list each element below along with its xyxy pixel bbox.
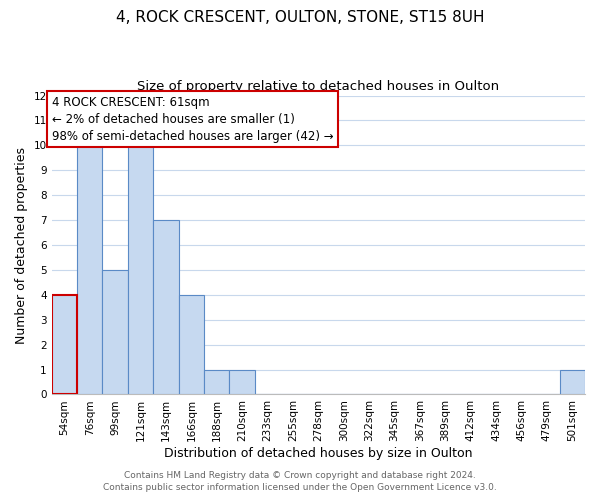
Y-axis label: Number of detached properties: Number of detached properties [15, 146, 28, 344]
Bar [52, 295, 77, 394]
Title: Size of property relative to detached houses in Oulton: Size of property relative to detached ho… [137, 80, 499, 93]
Bar [52, 295, 77, 394]
X-axis label: Distribution of detached houses by size in Oulton: Distribution of detached houses by size … [164, 447, 473, 460]
Text: 4 ROCK CRESCENT: 61sqm
← 2% of detached houses are smaller (1)
98% of semi-detac: 4 ROCK CRESCENT: 61sqm ← 2% of detached … [52, 96, 333, 142]
Text: Contains HM Land Registry data © Crown copyright and database right 2024.
Contai: Contains HM Land Registry data © Crown c… [103, 471, 497, 492]
Bar [229, 370, 255, 394]
Bar [128, 146, 153, 394]
Text: 4, ROCK CRESCENT, OULTON, STONE, ST15 8UH: 4, ROCK CRESCENT, OULTON, STONE, ST15 8U… [116, 10, 484, 25]
Bar [103, 270, 128, 394]
Bar [204, 370, 229, 394]
Bar [560, 370, 585, 394]
Bar [77, 146, 103, 394]
Bar [179, 295, 204, 394]
Bar [153, 220, 179, 394]
